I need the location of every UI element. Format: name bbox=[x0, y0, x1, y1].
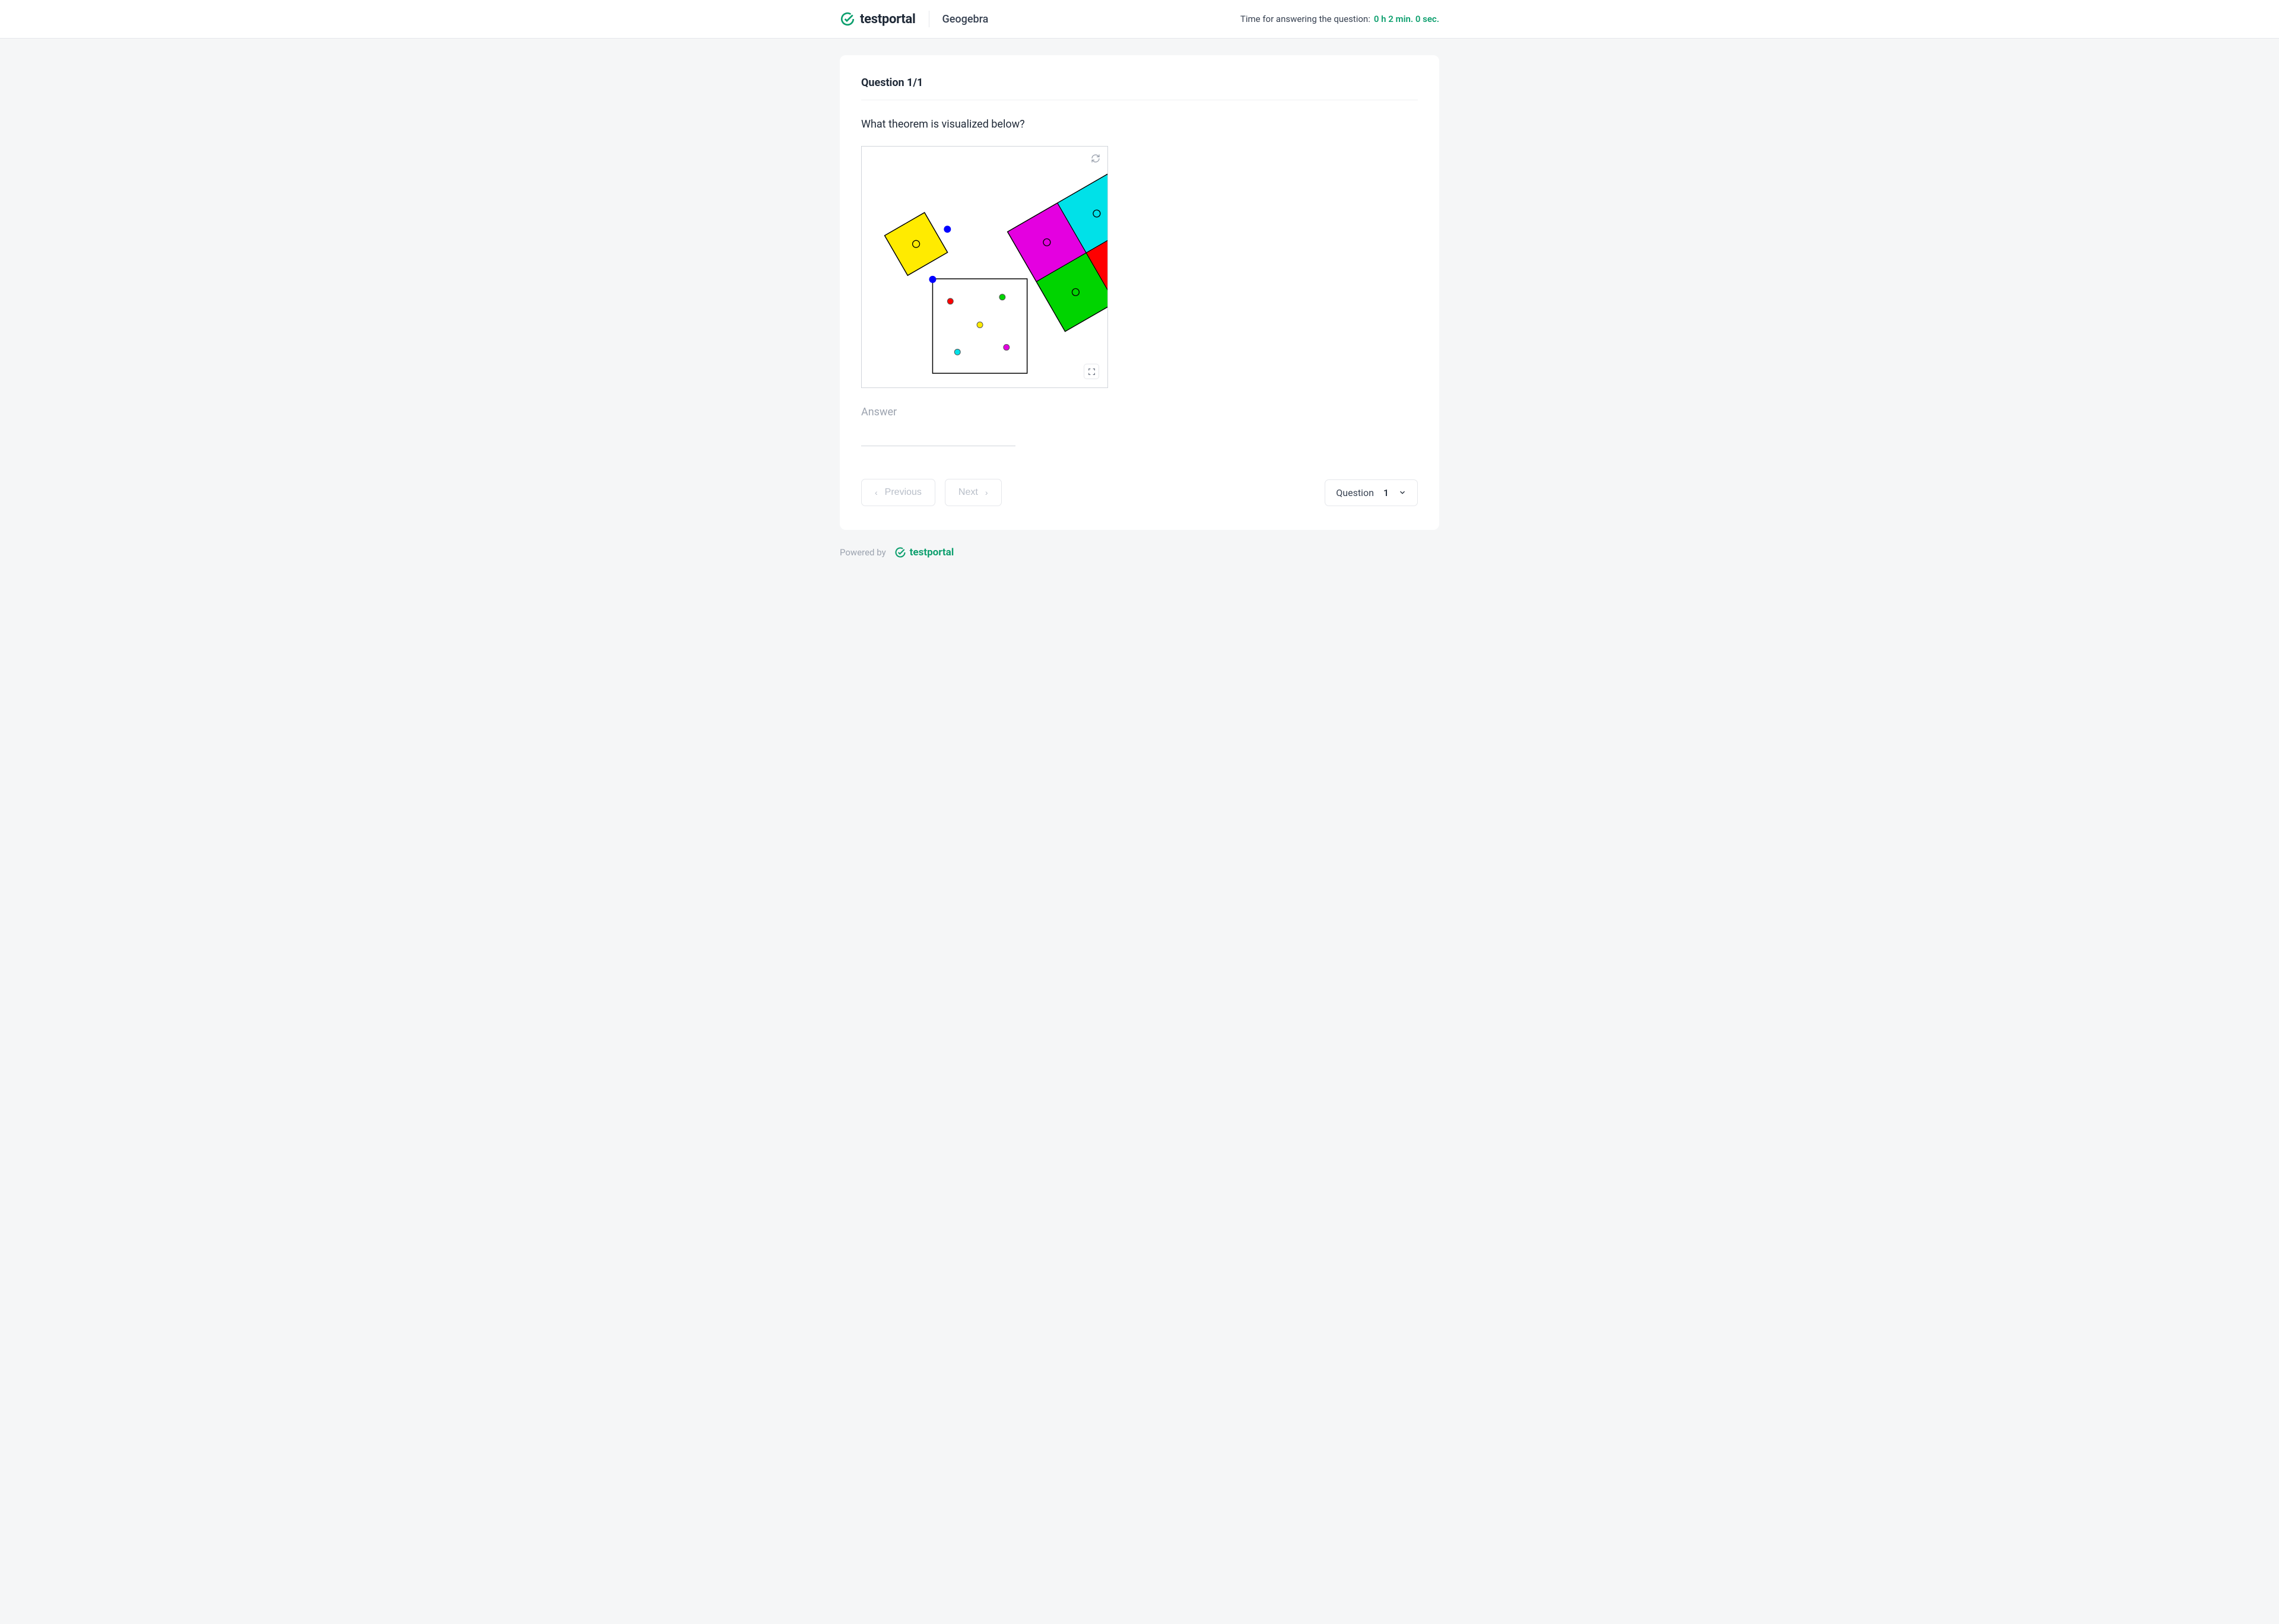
header-left: testportal Geogebra bbox=[840, 11, 988, 27]
fullscreen-icon[interactable] bbox=[1084, 364, 1099, 379]
question-select-label: Question bbox=[1336, 487, 1374, 498]
next-label: Next bbox=[958, 487, 978, 498]
footer: Powered by testportal bbox=[840, 546, 1439, 558]
answer-label: Answer bbox=[861, 406, 1418, 418]
nav-buttons: ‹ Previous Next › bbox=[861, 479, 1002, 506]
question-select-value: 1 bbox=[1383, 487, 1389, 498]
powered-by-label: Powered by bbox=[840, 547, 886, 558]
main: Question 1/1 What theorem is visualized … bbox=[840, 55, 1439, 576]
answer-input[interactable] bbox=[861, 421, 1015, 446]
brand-name: testportal bbox=[860, 12, 916, 27]
question-text: What theorem is visualized below? bbox=[861, 118, 1418, 131]
previous-button[interactable]: ‹ Previous bbox=[861, 479, 935, 506]
check-circle-icon bbox=[894, 546, 906, 558]
footer-brand-name: testportal bbox=[910, 546, 954, 558]
app-title: Geogebra bbox=[942, 13, 989, 26]
chevron-down-icon bbox=[1398, 488, 1407, 497]
diagram-svg bbox=[862, 147, 1107, 387]
brand-logo[interactable]: testportal bbox=[840, 11, 916, 27]
next-button[interactable]: Next › bbox=[945, 479, 1002, 506]
nav-row: ‹ Previous Next › Question 1 bbox=[861, 479, 1418, 506]
question-select[interactable]: Question 1 bbox=[1325, 479, 1418, 506]
previous-label: Previous bbox=[885, 487, 922, 498]
header: testportal Geogebra Time for answering t… bbox=[0, 0, 2279, 39]
refresh-icon[interactable] bbox=[1091, 154, 1100, 163]
check-circle-icon bbox=[840, 11, 855, 27]
chevron-right-icon: › bbox=[985, 488, 988, 497]
header-inner: testportal Geogebra Time for answering t… bbox=[840, 11, 1439, 27]
chevron-left-icon: ‹ bbox=[875, 488, 878, 497]
question-counter: Question 1/1 bbox=[861, 77, 1418, 100]
geogebra-diagram[interactable] bbox=[861, 146, 1108, 388]
footer-logo[interactable]: testportal bbox=[894, 546, 954, 558]
timer: Time for answering the question: 0 h 2 m… bbox=[1240, 14, 1439, 24]
question-card: Question 1/1 What theorem is visualized … bbox=[840, 55, 1439, 530]
timer-value: 0 h 2 min. 0 sec. bbox=[1374, 14, 1439, 24]
timer-label: Time for answering the question: bbox=[1240, 14, 1370, 24]
